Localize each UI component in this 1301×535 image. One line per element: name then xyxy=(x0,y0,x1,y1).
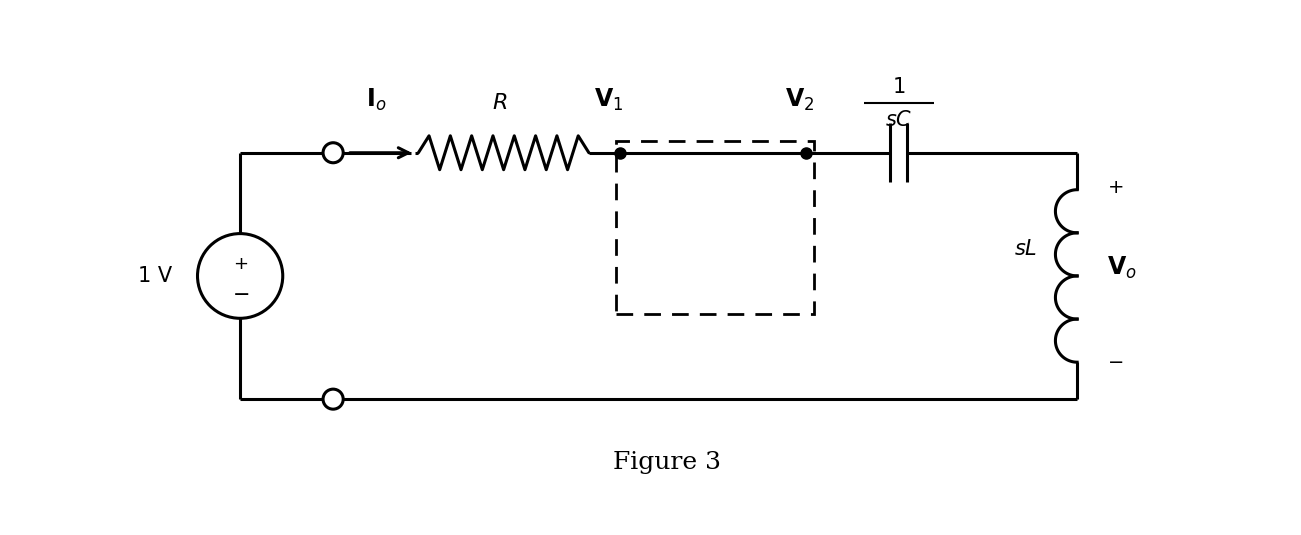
Circle shape xyxy=(323,143,343,163)
Text: $-$: $-$ xyxy=(232,283,248,303)
Text: 1 V: 1 V xyxy=(138,266,172,286)
Text: $\mathbf{V}_o$: $\mathbf{V}_o$ xyxy=(1107,255,1137,281)
Text: $R$: $R$ xyxy=(492,93,507,113)
Text: Figure 3: Figure 3 xyxy=(613,451,721,474)
Text: $sC$: $sC$ xyxy=(885,110,912,131)
Text: $-$: $-$ xyxy=(1107,351,1123,370)
Text: 1: 1 xyxy=(892,77,905,97)
Bar xyxy=(615,141,813,315)
Circle shape xyxy=(323,389,343,409)
Text: $+$: $+$ xyxy=(1107,178,1123,197)
Text: $+$: $+$ xyxy=(233,255,247,273)
Text: $\mathbf{V}_2$: $\mathbf{V}_2$ xyxy=(785,87,814,113)
Text: $\mathbf{I}_o$: $\mathbf{I}_o$ xyxy=(366,87,386,113)
Text: $sL$: $sL$ xyxy=(1013,239,1037,259)
Text: $\mathbf{V}_1$: $\mathbf{V}_1$ xyxy=(593,87,623,113)
